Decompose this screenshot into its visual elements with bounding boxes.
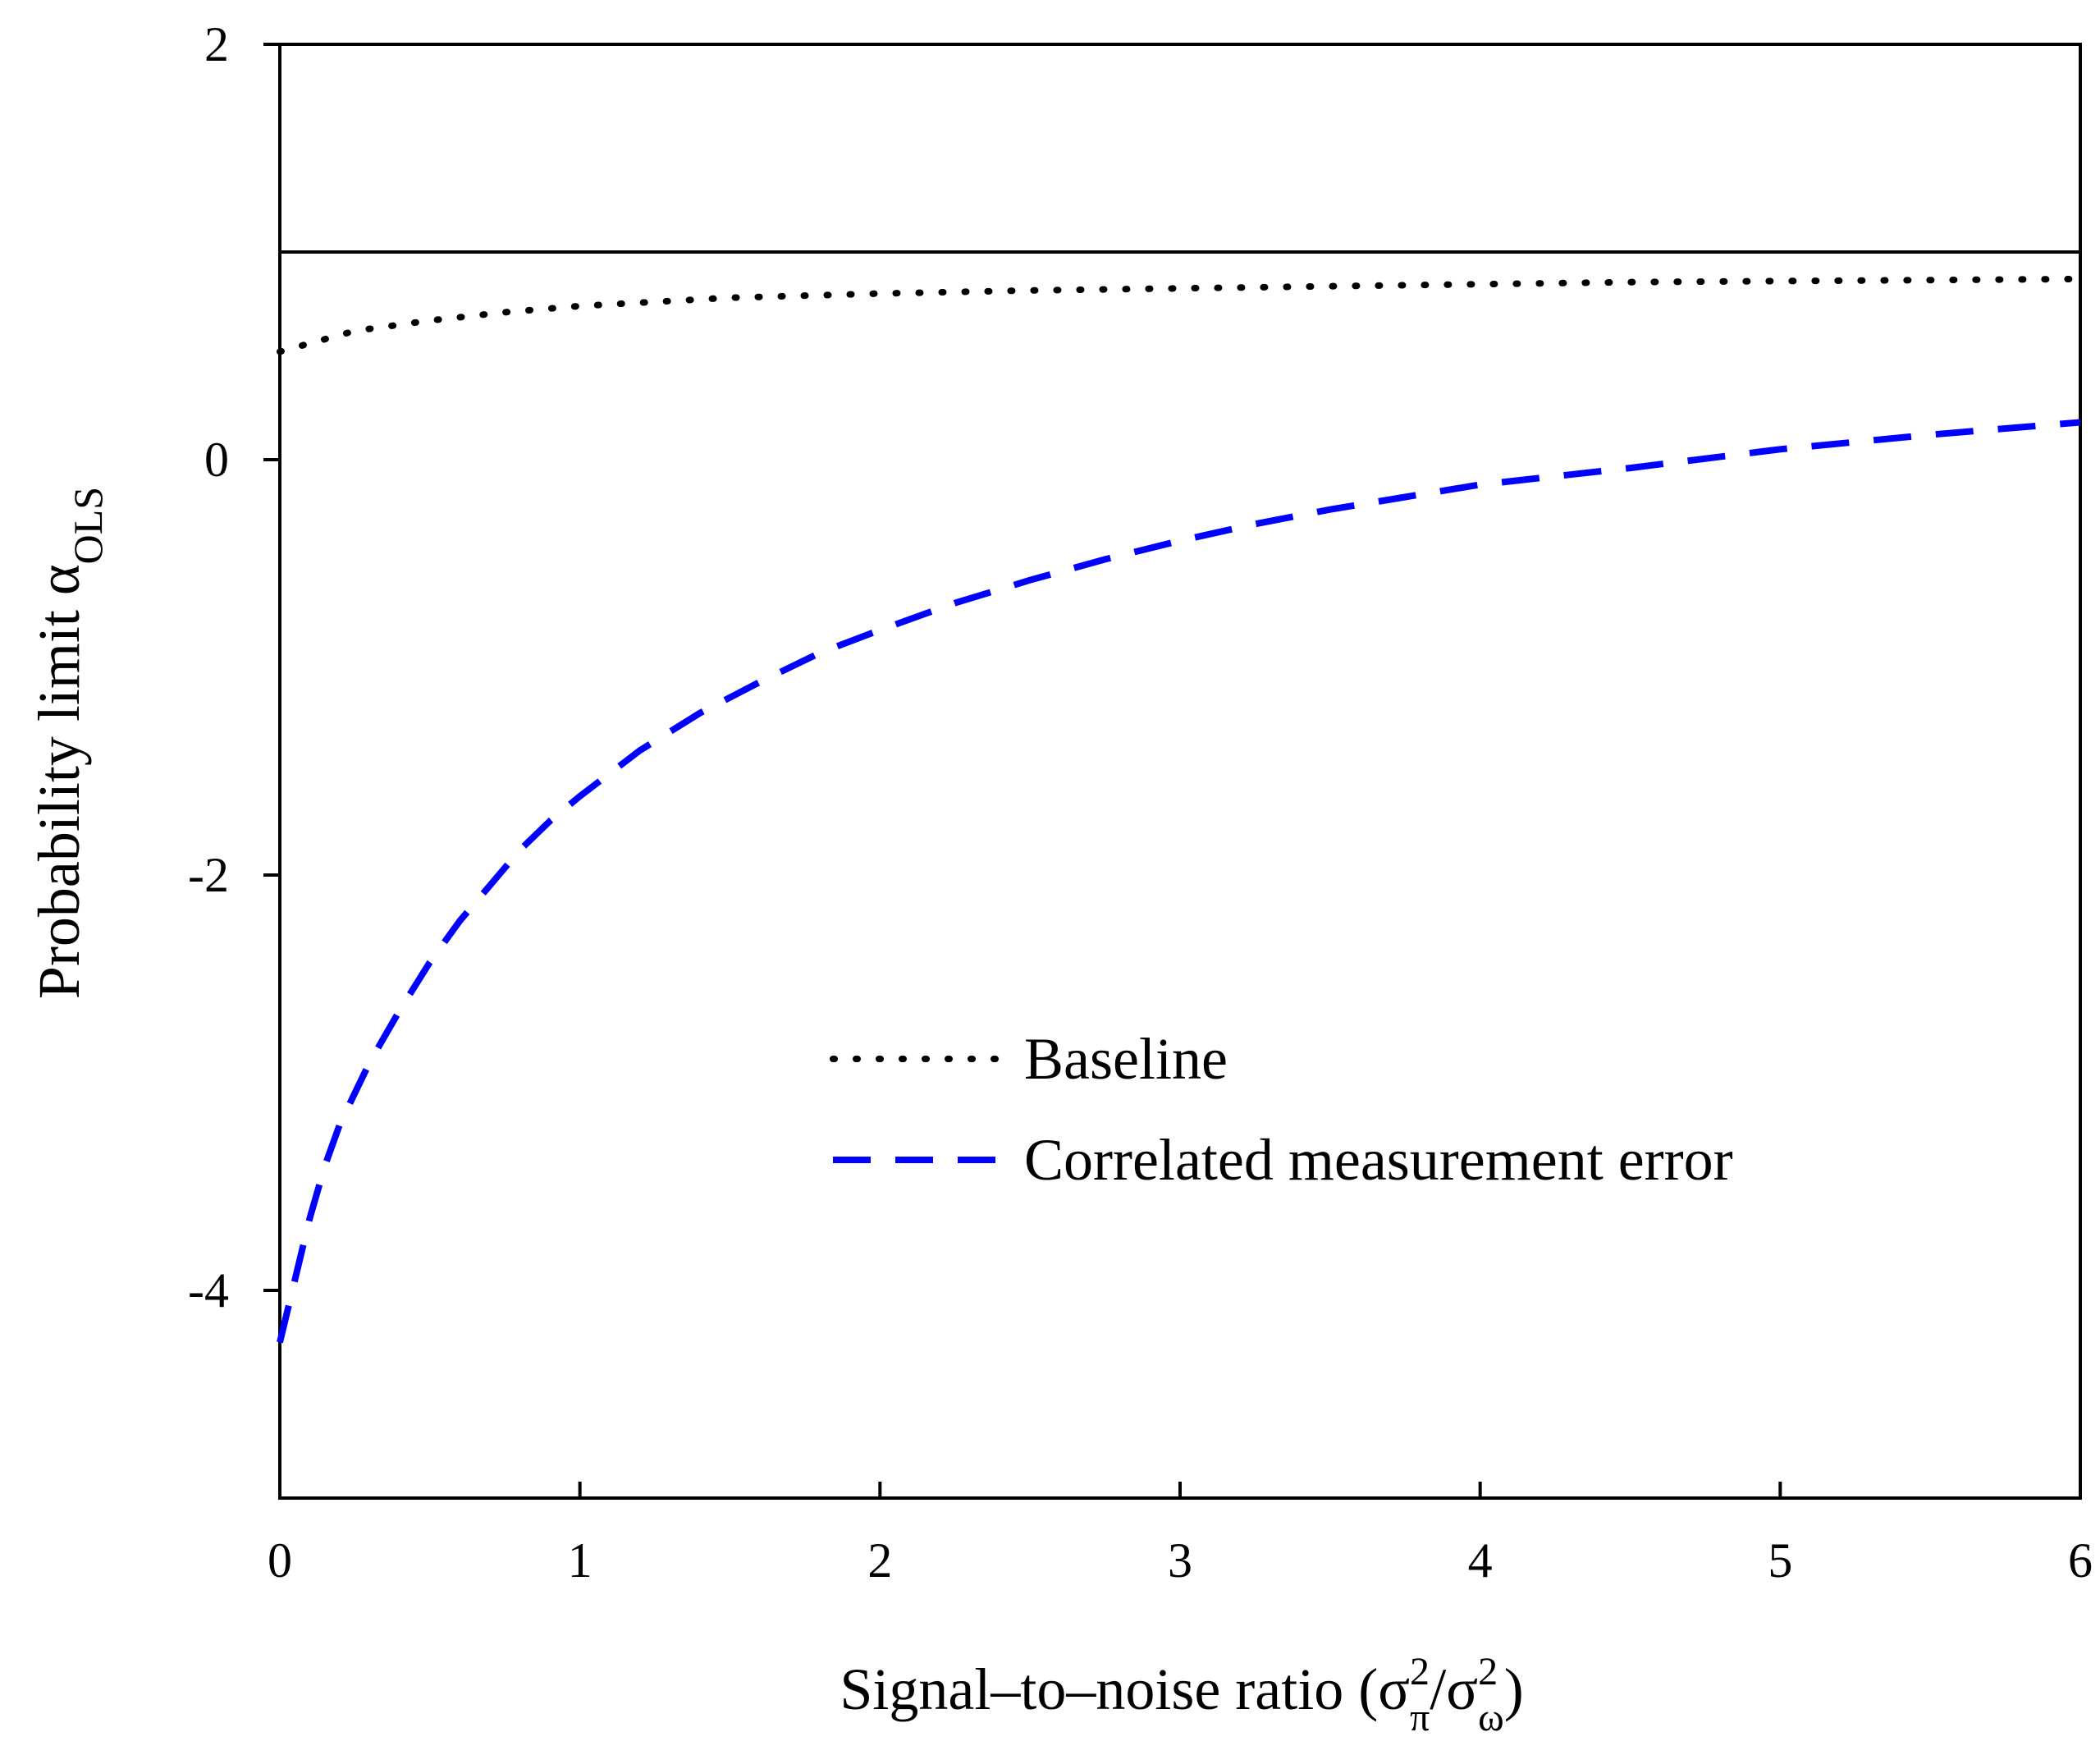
y-tick-label: -2 [188,848,229,902]
x-tick-label: 2 [867,1533,892,1588]
x-axis-title-mid: /σ [1430,1656,1478,1722]
x-tick-label: 1 [568,1533,592,1588]
legend-label-correlated-measurement-error: Correlated measurement error [1024,1127,1733,1193]
x-axis-title-sup2: 2 [1478,1650,1498,1693]
x-tick-label: 4 [1468,1533,1493,1588]
x-axis-ticks: 0 1 2 3 4 5 6 [268,1482,2093,1588]
x-axis-title-main: Signal–to–noise ratio (σ [840,1656,1410,1722]
series-layer [277,275,2084,1344]
x-tick-label: 3 [1168,1533,1192,1588]
x-tick-label: 5 [1768,1533,1792,1588]
plot-frame [278,43,2082,1500]
y-axis-title-main: Probability limit α [26,564,92,999]
plot-area-border [278,43,2082,1500]
series-line-1 [277,419,2081,1344]
x-axis-title-sub2: ω [1478,1696,1504,1739]
y-axis-ticks: 2 0 -2 -4 [188,17,280,1317]
legend-label-baseline: Baseline [1024,1026,1228,1092]
x-tick-label: 0 [268,1533,292,1588]
y-axis-title: Probability limit αOLS [26,487,111,999]
y-tick-label: -4 [188,1263,229,1317]
x-axis-title-end: ) [1504,1656,1524,1722]
series-line-0 [277,275,2084,355]
legend: Baseline Correlated measurement error [830,1026,1733,1193]
x-tick-label: 6 [2068,1533,2093,1588]
x-axis-title-sub1: π [1410,1696,1430,1739]
y-axis-title-sub: OLS [65,487,111,564]
y-tick-label: 2 [204,17,229,71]
x-axis-title: Signal–to–noise ratio (σ2 π/σ2 ω) [840,1650,1523,1739]
x-axis-title-sup1: 2 [1410,1650,1430,1693]
y-tick-label: 0 [204,433,229,487]
